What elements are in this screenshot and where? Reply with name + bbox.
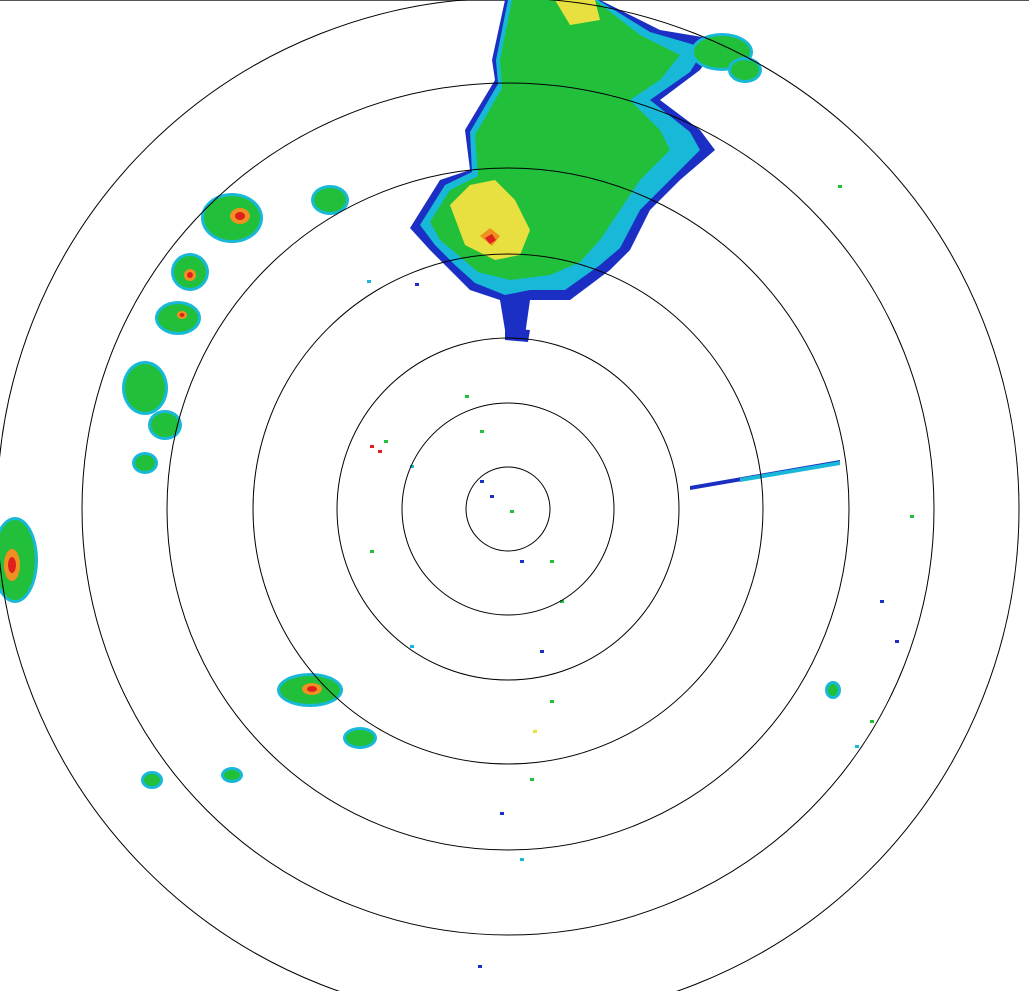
clutter-echo	[560, 600, 564, 603]
echo-cell	[731, 60, 759, 80]
clutter-echo	[870, 720, 874, 723]
clutter-echo	[550, 700, 554, 703]
clutter-echo	[480, 430, 484, 433]
echo-core	[8, 557, 16, 573]
echo-core	[179, 313, 185, 317]
clutter-echo	[410, 465, 414, 468]
clutter-echo	[838, 185, 842, 188]
echo-core	[235, 212, 245, 220]
clutter-echo	[378, 450, 382, 453]
clutter-echo	[530, 778, 534, 781]
echo-core	[187, 272, 193, 278]
range-ring	[166, 167, 850, 851]
clutter-echo	[384, 440, 388, 443]
precipitation-echoes	[0, 0, 914, 968]
clutter-echo	[520, 858, 524, 861]
clutter-echo	[550, 560, 554, 563]
interference-spoke	[740, 461, 840, 482]
echo-cell	[346, 730, 374, 746]
storm-intense-core	[485, 234, 496, 244]
clutter-echo	[480, 480, 484, 483]
echo-cell	[125, 364, 165, 412]
echo-cell	[828, 684, 838, 696]
clutter-echo	[880, 600, 884, 603]
clutter-echo	[855, 745, 859, 748]
echo-cell	[314, 188, 346, 212]
clutter-echo	[500, 812, 504, 815]
clutter-echo	[465, 395, 469, 398]
clutter-echo	[367, 280, 371, 283]
echo-cell	[158, 304, 198, 332]
echo-cell	[144, 774, 160, 786]
clutter-echo	[410, 645, 414, 648]
clutter-echo	[478, 965, 482, 968]
echo-cell	[224, 770, 240, 780]
range-ring	[252, 253, 764, 765]
clutter-echo	[910, 515, 914, 518]
clutter-echo	[520, 560, 524, 563]
echo-core	[307, 686, 317, 692]
clutter-echo	[370, 445, 374, 448]
clutter-echo	[540, 650, 544, 653]
range-ring	[81, 82, 935, 936]
clutter-echo	[415, 283, 419, 286]
clutter-echo	[370, 550, 374, 553]
storm-outer-weak	[505, 328, 530, 342]
echo-cell	[135, 455, 155, 471]
clutter-echo	[510, 510, 514, 513]
storm-heavy-core	[555, 0, 600, 25]
echo-cell	[151, 413, 179, 437]
clutter-echo	[490, 495, 494, 498]
range-ring	[336, 337, 680, 681]
range-ring	[465, 466, 551, 552]
clutter-echo	[533, 730, 537, 733]
clutter-echo	[895, 640, 899, 643]
storm-heavy-core	[450, 180, 530, 260]
range-ring	[401, 402, 615, 616]
